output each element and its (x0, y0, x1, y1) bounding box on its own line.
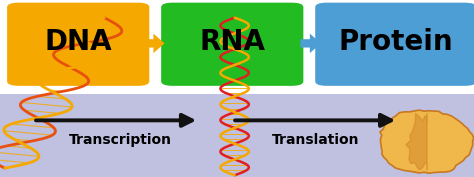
FancyBboxPatch shape (7, 3, 149, 86)
Text: Protein: Protein (338, 28, 453, 56)
Text: Translation: Translation (272, 133, 359, 147)
Text: Transcription: Transcription (69, 133, 173, 147)
Polygon shape (380, 110, 474, 173)
FancyBboxPatch shape (315, 3, 474, 86)
Bar (0, 94, 474, 177)
Text: RNA: RNA (199, 28, 265, 56)
FancyBboxPatch shape (161, 3, 303, 86)
Text: DNA: DNA (45, 28, 112, 56)
